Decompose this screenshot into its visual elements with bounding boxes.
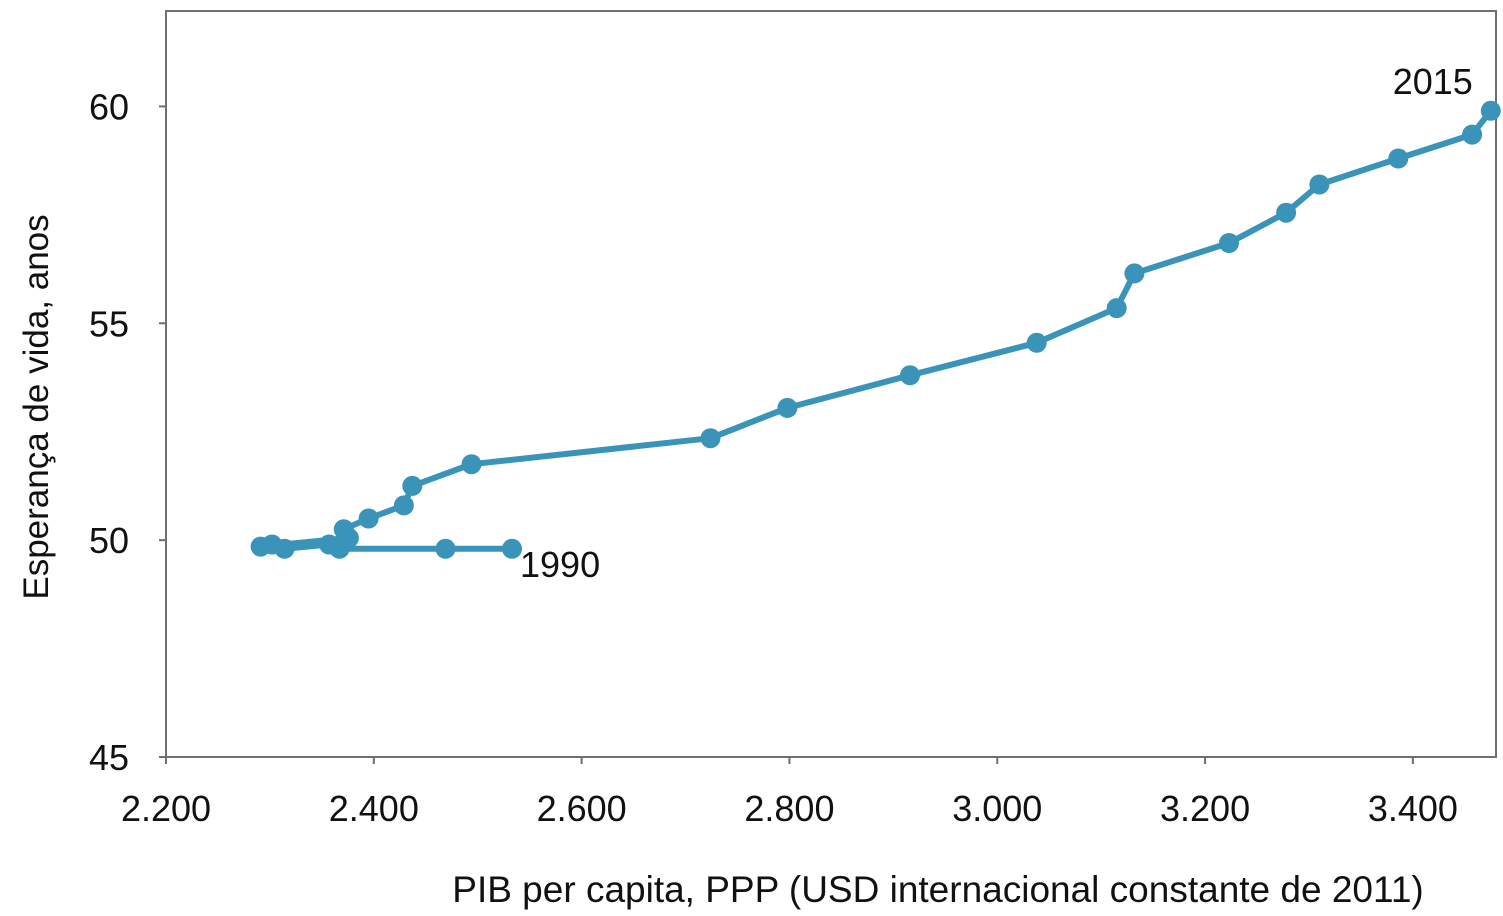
data-point — [900, 365, 920, 386]
series-line — [257, 107, 1494, 552]
data-point — [1309, 174, 1330, 195]
data-point — [358, 508, 379, 529]
plot-frame — [165, 10, 1497, 758]
x-tick-label: 3.200 — [1160, 788, 1250, 829]
x-tick-label: 3.000 — [952, 788, 1042, 829]
data-point — [1480, 100, 1501, 121]
x-tick-label: 2.800 — [744, 788, 834, 829]
data-point — [1124, 263, 1145, 284]
data-point — [393, 495, 414, 516]
annotation-layer: 1990 2015 — [520, 61, 1473, 585]
data-point — [1462, 124, 1483, 145]
data-point — [502, 538, 522, 559]
year-annotation: 1990 — [520, 544, 600, 585]
y-axis-label: Esperança de vida, anos — [17, 214, 56, 599]
x-tick-label: 2.200 — [121, 788, 211, 829]
x-tick-label: 2.400 — [329, 788, 419, 829]
data-point — [402, 475, 423, 496]
data-point — [1219, 233, 1239, 253]
data-point — [461, 454, 482, 475]
y-tick-label: 50 — [89, 520, 129, 561]
axes-layer: 2.200 2.400 2.600 2.800 3.000 3.200 3.400 45 50 5… — [89, 86, 1458, 829]
data-point — [319, 534, 340, 555]
data-point — [333, 519, 354, 540]
data-point — [435, 538, 456, 559]
year-annotation: 2015 — [1393, 61, 1473, 102]
series-layer — [250, 100, 1501, 559]
x-axis-label: PIB per capita, PPP (USD internacional c… — [452, 869, 1423, 910]
data-point — [250, 536, 271, 557]
data-point — [1106, 298, 1127, 319]
data-point — [777, 397, 798, 418]
y-tick-label: 55 — [89, 303, 129, 344]
data-point — [700, 428, 721, 449]
y-tick-label: 45 — [89, 737, 129, 778]
x-tick-label: 2.600 — [537, 788, 627, 829]
x-tick-label: 3.400 — [1368, 788, 1458, 829]
y-tick-label: 60 — [89, 86, 129, 127]
data-point — [1388, 148, 1409, 169]
data-point — [1026, 332, 1047, 353]
data-point — [1276, 202, 1297, 223]
